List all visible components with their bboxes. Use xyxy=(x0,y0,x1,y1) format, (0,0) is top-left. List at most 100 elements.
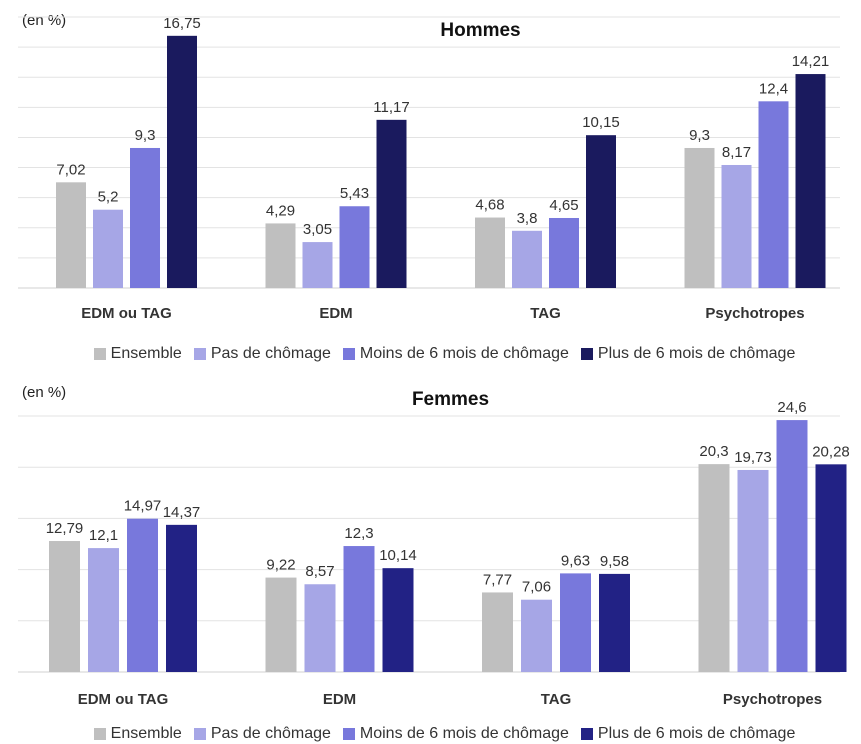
legend-swatch xyxy=(193,728,206,740)
data-label: 3,8 xyxy=(517,210,538,227)
legend-label: Moins de 6 mois de chômage xyxy=(359,725,569,742)
chart-femmes: (en %) Femmes 12,79 12,1 14,97 14,37 EDM ou … xyxy=(0,372,861,744)
data-label: 12,4 xyxy=(759,80,788,97)
chart-plot-femmes: 12,79 12,1 14,97 14,37 EDM ou TAG 9,22 8,57 12,… xyxy=(18,399,850,708)
data-label: 14,37 xyxy=(163,504,201,521)
category-label: Psychotropes xyxy=(723,691,822,708)
bar xyxy=(776,420,808,672)
bar xyxy=(304,584,336,672)
data-label: 8,17 xyxy=(722,144,751,161)
bar xyxy=(302,242,333,288)
data-label: 11,17 xyxy=(373,99,409,116)
legend: Ensemble Pas de chômage Moins de 6 mois … xyxy=(0,725,861,743)
bar xyxy=(343,546,375,672)
category-label: TAG xyxy=(541,691,572,708)
data-label: 19,73 xyxy=(734,449,772,466)
legend-label: Pas de chômage xyxy=(210,725,331,742)
chart-title: Hommes xyxy=(440,20,521,41)
chart-hommes: (en %) Hommes 7,02 5,2 9,3 16,75 EDM ou TAG 4… xyxy=(0,12,861,363)
bar xyxy=(49,541,80,672)
data-label: 16,75 xyxy=(163,15,201,32)
legend-item: Plus de 6 mois de chômage xyxy=(580,725,796,743)
legend-label: Moins de 6 mois de chômage xyxy=(359,345,569,362)
category-label: EDM ou TAG xyxy=(78,691,169,708)
legend-swatch xyxy=(580,348,593,360)
category-label: TAG xyxy=(530,305,561,322)
data-label: 7,77 xyxy=(483,571,512,588)
data-label: 4,65 xyxy=(549,197,578,214)
bar xyxy=(167,35,197,288)
data-label: 5,2 xyxy=(98,189,119,206)
bar xyxy=(93,209,123,288)
data-label: 9,3 xyxy=(135,127,156,144)
data-label: 12,3 xyxy=(344,525,373,542)
legend-swatch xyxy=(580,728,593,740)
bar xyxy=(130,147,160,288)
bar xyxy=(512,230,542,288)
bar xyxy=(265,223,296,288)
data-label: 24,6 xyxy=(777,399,806,416)
legend-item: Pas de chômage xyxy=(193,725,331,743)
category-label: EDM ou TAG xyxy=(81,305,172,322)
legend-swatch xyxy=(193,348,206,360)
bar xyxy=(166,524,197,672)
legend-label: Ensemble xyxy=(110,725,182,742)
legend-label: Pas de chômage xyxy=(210,345,331,362)
bar xyxy=(815,464,847,672)
bar xyxy=(721,164,752,288)
legend-swatch xyxy=(93,728,106,740)
legend-swatch xyxy=(342,348,355,360)
legend-label: Plus de 6 mois de chômage xyxy=(597,345,796,362)
category-label: Psychotropes xyxy=(705,305,804,322)
unit-label: (en %) xyxy=(22,12,67,29)
data-label: 4,68 xyxy=(475,197,504,214)
legend-item: Ensemble xyxy=(93,725,182,743)
legend-label: Plus de 6 mois de chômage xyxy=(597,725,796,742)
bar xyxy=(88,548,119,672)
data-label: 12,1 xyxy=(89,527,118,544)
bar xyxy=(339,206,370,288)
bar xyxy=(684,147,715,288)
unit-label: (en %) xyxy=(22,384,67,401)
bar xyxy=(127,518,158,672)
chart-title: Femmes xyxy=(411,389,490,410)
data-label: 4,29 xyxy=(266,202,295,219)
legend-swatch xyxy=(342,728,355,740)
legend-item: Plus de 6 mois de chômage xyxy=(580,345,796,363)
chart-plot-hommes: 7,02 5,2 9,3 16,75 EDM ou TAG 4,29 3,05 5,43 11,… xyxy=(18,15,840,322)
data-label: 9,22 xyxy=(266,557,295,574)
bar xyxy=(382,568,414,672)
bar xyxy=(599,573,630,672)
bar xyxy=(560,573,591,672)
legend-label: Ensemble xyxy=(110,345,182,362)
data-label: 9,58 xyxy=(600,553,629,570)
data-label: 9,63 xyxy=(561,552,590,569)
bar xyxy=(265,577,297,672)
bar xyxy=(795,74,826,289)
data-label: 20,3 xyxy=(699,443,728,460)
data-label: 5,43 xyxy=(340,185,369,202)
bar xyxy=(586,135,616,288)
data-label: 14,97 xyxy=(124,498,162,515)
data-label: 10,14 xyxy=(379,547,417,564)
category-label: EDM xyxy=(323,691,356,708)
bar xyxy=(737,469,769,672)
bar xyxy=(758,101,789,288)
data-label: 20,28 xyxy=(812,443,850,460)
legend-item: Pas de chômage xyxy=(193,345,331,363)
data-label: 8,57 xyxy=(305,563,334,580)
legend-item: Moins de 6 mois de chômage xyxy=(342,345,569,363)
data-label: 3,05 xyxy=(303,221,332,238)
legend-item: Moins de 6 mois de chômage xyxy=(342,725,569,743)
bar xyxy=(482,592,513,672)
legend-item: Ensemble xyxy=(93,345,182,363)
data-label: 7,06 xyxy=(522,579,551,596)
legend-swatch xyxy=(93,348,106,360)
data-label: 12,79 xyxy=(46,520,84,537)
data-label: 14,21 xyxy=(792,53,830,70)
bar xyxy=(549,217,579,288)
bar xyxy=(376,119,407,289)
data-label: 10,15 xyxy=(582,114,620,131)
bar xyxy=(56,182,86,288)
legend: Ensemble Pas de chômage Moins de 6 mois … xyxy=(0,345,861,363)
